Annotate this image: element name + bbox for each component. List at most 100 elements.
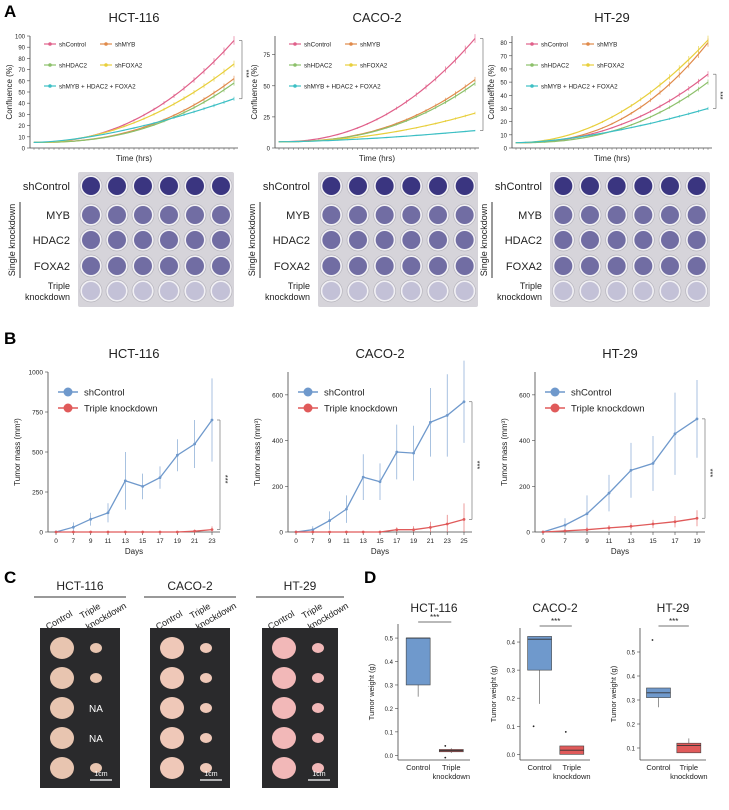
well-stain — [212, 282, 230, 300]
well-stain — [402, 206, 421, 224]
panel-label-c: C — [4, 568, 16, 587]
well-stain — [429, 206, 447, 224]
y-axis-label: Tumor mass (mm³) — [13, 418, 22, 486]
plate-row-label-knockdown: knockdown — [497, 292, 542, 302]
significance-stars: *** — [242, 70, 249, 78]
x-tick-label: 15 — [649, 538, 657, 545]
panel-d: HCT-116 0.0 0.1 0.2 0.3 0.4 0.5 Tumor weight (g… — [367, 601, 708, 781]
x-tick-label: 13 — [627, 538, 635, 545]
legend-marker — [550, 403, 560, 413]
y-tick-label: 0.1 — [507, 725, 516, 731]
tumor-line-control — [55, 419, 213, 533]
x-tick-label: 15 — [139, 538, 147, 545]
tumor-control — [160, 667, 184, 689]
y-tick-label: 200 — [519, 484, 530, 491]
well-stain — [661, 282, 679, 300]
data-point — [429, 526, 432, 529]
y-tick-label: 200 — [272, 484, 283, 491]
x-axis-label: Time (hrs) — [359, 154, 395, 163]
tumor-control — [160, 697, 184, 719]
legend-label-triple: shMYB + HDAC2 + FOXA2 — [541, 84, 618, 91]
y-tick-label: 30 — [500, 107, 507, 113]
legend-label: Triple knockdown — [571, 404, 645, 415]
x-tick-label: 19 — [174, 538, 182, 545]
tumor-chart-title: HCT-116 — [108, 346, 159, 361]
data-point — [412, 451, 415, 455]
y-tick-label: 10 — [18, 135, 25, 141]
data-point — [361, 475, 365, 479]
data-point — [629, 524, 633, 528]
legend-marker — [293, 42, 297, 46]
x-tick-label: 17 — [393, 538, 401, 545]
well-stain — [160, 177, 178, 195]
data-point — [158, 530, 162, 534]
well-stain — [134, 257, 152, 275]
tumor-triple — [312, 763, 324, 773]
y-tick-label: 600 — [519, 392, 530, 399]
tumor-control — [272, 697, 296, 719]
tumor-triple — [312, 733, 324, 743]
well-stain — [607, 231, 626, 249]
y-tick-label: 400 — [272, 438, 283, 445]
x-tick-label: 15 — [376, 538, 384, 545]
legend-label-shHDAC2: shHDAC2 — [541, 63, 569, 70]
y-tick-label: 250 — [32, 490, 43, 497]
x-tick-label: 13 — [360, 538, 368, 545]
legend-marker — [586, 42, 590, 46]
well-rim — [105, 279, 129, 303]
y-tick-label: 0.3 — [507, 669, 516, 675]
y-tick-label: 20 — [500, 120, 507, 126]
y-axis-label: Tumor mass (mm³) — [500, 418, 509, 486]
box-chart-title: HCT-116 — [410, 601, 457, 615]
tumor-triple — [312, 643, 324, 653]
tumor-triple — [90, 673, 102, 683]
well-stain — [322, 282, 341, 300]
legend-label-triple: shMYB + HDAC2 + FOXA2 — [59, 84, 136, 91]
well-stain — [634, 206, 653, 224]
plate-row-label-triple: Triple — [288, 281, 310, 291]
data-point — [54, 530, 58, 534]
well-stain — [402, 257, 421, 275]
significance-stars: *** — [669, 617, 678, 626]
well-stain — [186, 177, 204, 195]
legend-marker — [104, 42, 108, 46]
legend-label-shHDAC2: shHDAC2 — [59, 63, 87, 70]
plate-row-label-myb: MYB — [46, 210, 70, 222]
legend-marker — [48, 42, 52, 46]
y-tick-label: 0.0 — [385, 754, 394, 760]
y-tick-label: 70 — [18, 68, 25, 74]
data-point — [328, 530, 331, 534]
data-point — [445, 414, 449, 417]
well-stain — [455, 177, 474, 195]
data-point — [361, 530, 365, 534]
tumor-triple — [90, 763, 102, 773]
well-stain — [349, 282, 367, 300]
data-point — [563, 523, 567, 527]
data-point — [89, 530, 93, 534]
well-stain — [375, 231, 394, 249]
well-stain — [186, 206, 204, 224]
tumor-control — [272, 727, 296, 749]
y-tick-label: 90 — [18, 46, 25, 52]
tumor-chart-caco-2: CACO-2 0 200 400 600 0 7 9 11 13 15 17 19 21 23 25 Days T… — [253, 346, 482, 556]
x-tick-label: 19 — [693, 538, 701, 545]
well-stain — [322, 206, 341, 224]
growth-chart-hct-116: HCT-116 0 10 20 30 40 50 60 70 80 90 100 Time (hrs) C… — [5, 10, 249, 163]
box-chart-hct-116: HCT-116 0.0 0.1 0.2 0.3 0.4 0.5 Tumor weight (g… — [367, 601, 470, 781]
x-tick-label: 9 — [328, 538, 332, 545]
legend-marker — [530, 84, 534, 88]
well-stain — [455, 231, 474, 249]
na-label: NA — [89, 704, 103, 715]
y-tick-label: 60 — [18, 79, 25, 85]
legend-label-shFOXA2: shFOXA2 — [115, 63, 143, 70]
well-rim — [631, 279, 655, 303]
tumor-control — [50, 757, 74, 779]
data-point — [294, 530, 298, 534]
x-tick-label: 21 — [427, 538, 435, 545]
significance-stars: *** — [221, 475, 230, 484]
y-tick-label: 60 — [500, 67, 507, 73]
well-stain — [634, 231, 653, 249]
data-point — [429, 420, 432, 424]
